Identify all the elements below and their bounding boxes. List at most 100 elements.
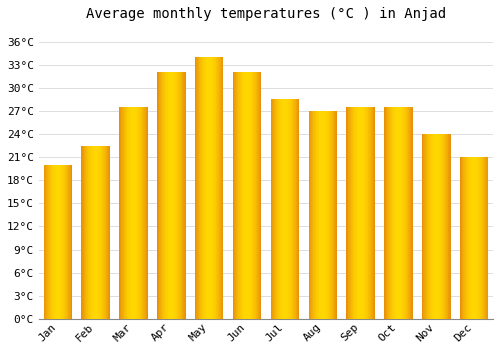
Bar <box>254 72 255 319</box>
Bar <box>336 111 337 319</box>
Bar <box>145 107 146 319</box>
Bar <box>308 111 310 319</box>
Bar <box>128 107 129 319</box>
Bar <box>398 107 399 319</box>
Bar <box>54 165 55 319</box>
Bar <box>89 146 90 319</box>
Title: Average monthly temperatures (°C ) in Anjad: Average monthly temperatures (°C ) in An… <box>86 7 446 21</box>
Bar <box>448 134 449 319</box>
Bar <box>87 146 88 319</box>
Bar <box>83 146 84 319</box>
Bar <box>86 146 87 319</box>
Bar <box>181 72 182 319</box>
Bar <box>411 107 412 319</box>
Bar <box>368 107 369 319</box>
Bar <box>294 99 295 319</box>
Bar <box>280 99 281 319</box>
Bar <box>478 157 479 319</box>
Bar <box>392 107 394 319</box>
Bar <box>446 134 447 319</box>
Bar <box>360 107 362 319</box>
Bar <box>142 107 144 319</box>
Bar <box>49 165 50 319</box>
Bar <box>298 99 299 319</box>
Bar <box>166 72 167 319</box>
Bar <box>64 165 65 319</box>
Bar <box>422 134 423 319</box>
Bar <box>482 157 484 319</box>
Bar <box>474 157 475 319</box>
Bar <box>240 72 242 319</box>
Bar <box>400 107 402 319</box>
Bar <box>212 57 214 319</box>
Bar <box>439 134 440 319</box>
Bar <box>272 99 273 319</box>
Bar <box>332 111 334 319</box>
Bar <box>285 99 286 319</box>
Bar <box>319 111 320 319</box>
Bar <box>287 99 288 319</box>
Bar <box>97 146 98 319</box>
Bar <box>84 146 85 319</box>
Bar <box>479 157 480 319</box>
Bar <box>270 99 272 319</box>
Bar <box>163 72 164 319</box>
Bar <box>275 99 276 319</box>
Bar <box>255 72 256 319</box>
Bar <box>402 107 404 319</box>
Bar <box>335 111 336 319</box>
Bar <box>444 134 445 319</box>
Bar <box>177 72 178 319</box>
Bar <box>427 134 428 319</box>
Bar <box>221 57 222 319</box>
Bar <box>120 107 122 319</box>
Bar <box>322 111 324 319</box>
Bar <box>487 157 488 319</box>
Bar <box>384 107 385 319</box>
Bar <box>385 107 386 319</box>
Bar <box>370 107 372 319</box>
Bar <box>428 134 429 319</box>
Bar <box>438 134 439 319</box>
Bar <box>316 111 317 319</box>
Bar <box>130 107 132 319</box>
Bar <box>432 134 434 319</box>
Bar <box>437 134 438 319</box>
Bar <box>472 157 474 319</box>
Bar <box>98 146 99 319</box>
Bar <box>250 72 252 319</box>
Bar <box>286 99 287 319</box>
Bar <box>330 111 332 319</box>
Bar <box>331 111 332 319</box>
Bar <box>65 165 66 319</box>
Bar <box>218 57 219 319</box>
Bar <box>126 107 127 319</box>
Bar <box>292 99 294 319</box>
Bar <box>202 57 203 319</box>
Bar <box>359 107 360 319</box>
Bar <box>314 111 315 319</box>
Bar <box>313 111 314 319</box>
Bar <box>182 72 184 319</box>
Bar <box>123 107 124 319</box>
Bar <box>249 72 250 319</box>
Bar <box>136 107 137 319</box>
Bar <box>372 107 374 319</box>
Bar <box>66 165 67 319</box>
Bar <box>185 72 186 319</box>
Bar <box>102 146 104 319</box>
Bar <box>56 165 57 319</box>
Bar <box>48 165 50 319</box>
Bar <box>406 107 407 319</box>
Bar <box>147 107 148 319</box>
Bar <box>235 72 236 319</box>
Bar <box>70 165 72 319</box>
Bar <box>394 107 395 319</box>
Bar <box>165 72 166 319</box>
Bar <box>108 146 109 319</box>
Bar <box>105 146 106 319</box>
Bar <box>58 165 59 319</box>
Bar <box>210 57 212 319</box>
Bar <box>274 99 275 319</box>
Bar <box>172 72 173 319</box>
